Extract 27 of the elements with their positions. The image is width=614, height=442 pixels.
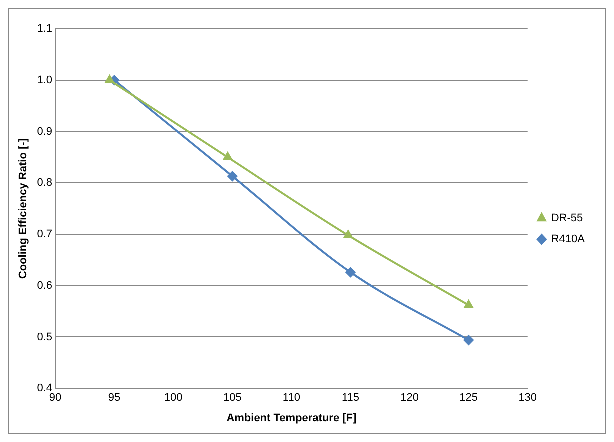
point — [346, 268, 356, 278]
y-axis-title: Cooling Efficiency Ratio [-] — [18, 138, 30, 280]
x-tick-label: 115 — [342, 392, 360, 404]
x-tick-label: 130 — [518, 392, 538, 404]
point — [344, 230, 353, 239]
y-tick-label: 0.5 — [37, 331, 52, 344]
legend-label: DR-55 — [551, 212, 584, 225]
x-tick-label: 120 — [400, 392, 419, 404]
x-axis-title: Ambient Temperature [F] — [226, 412, 357, 424]
x-tick-label: 110 — [282, 392, 300, 404]
x-tick-label: 125 — [460, 392, 478, 404]
y-tick-label: 0.9 — [37, 126, 52, 138]
y-tick-label: 1.0 — [37, 74, 52, 86]
y-tick-label: 0.6 — [37, 280, 52, 292]
x-tick-label: 105 — [223, 392, 242, 404]
x-tick-label: 100 — [164, 392, 183, 404]
point — [464, 300, 474, 308]
point — [105, 75, 114, 84]
x-tick-label: 90 — [49, 392, 62, 404]
point — [464, 335, 474, 346]
y-tick-label: 0.7 — [37, 228, 52, 241]
legend-label: R410A — [551, 234, 586, 246]
x-tick-label: 95 — [108, 392, 121, 404]
y-tick-label: 0.8 — [37, 177, 52, 190]
point — [223, 152, 232, 160]
point — [228, 171, 238, 182]
y-tick-label: 1.1 — [37, 23, 52, 36]
